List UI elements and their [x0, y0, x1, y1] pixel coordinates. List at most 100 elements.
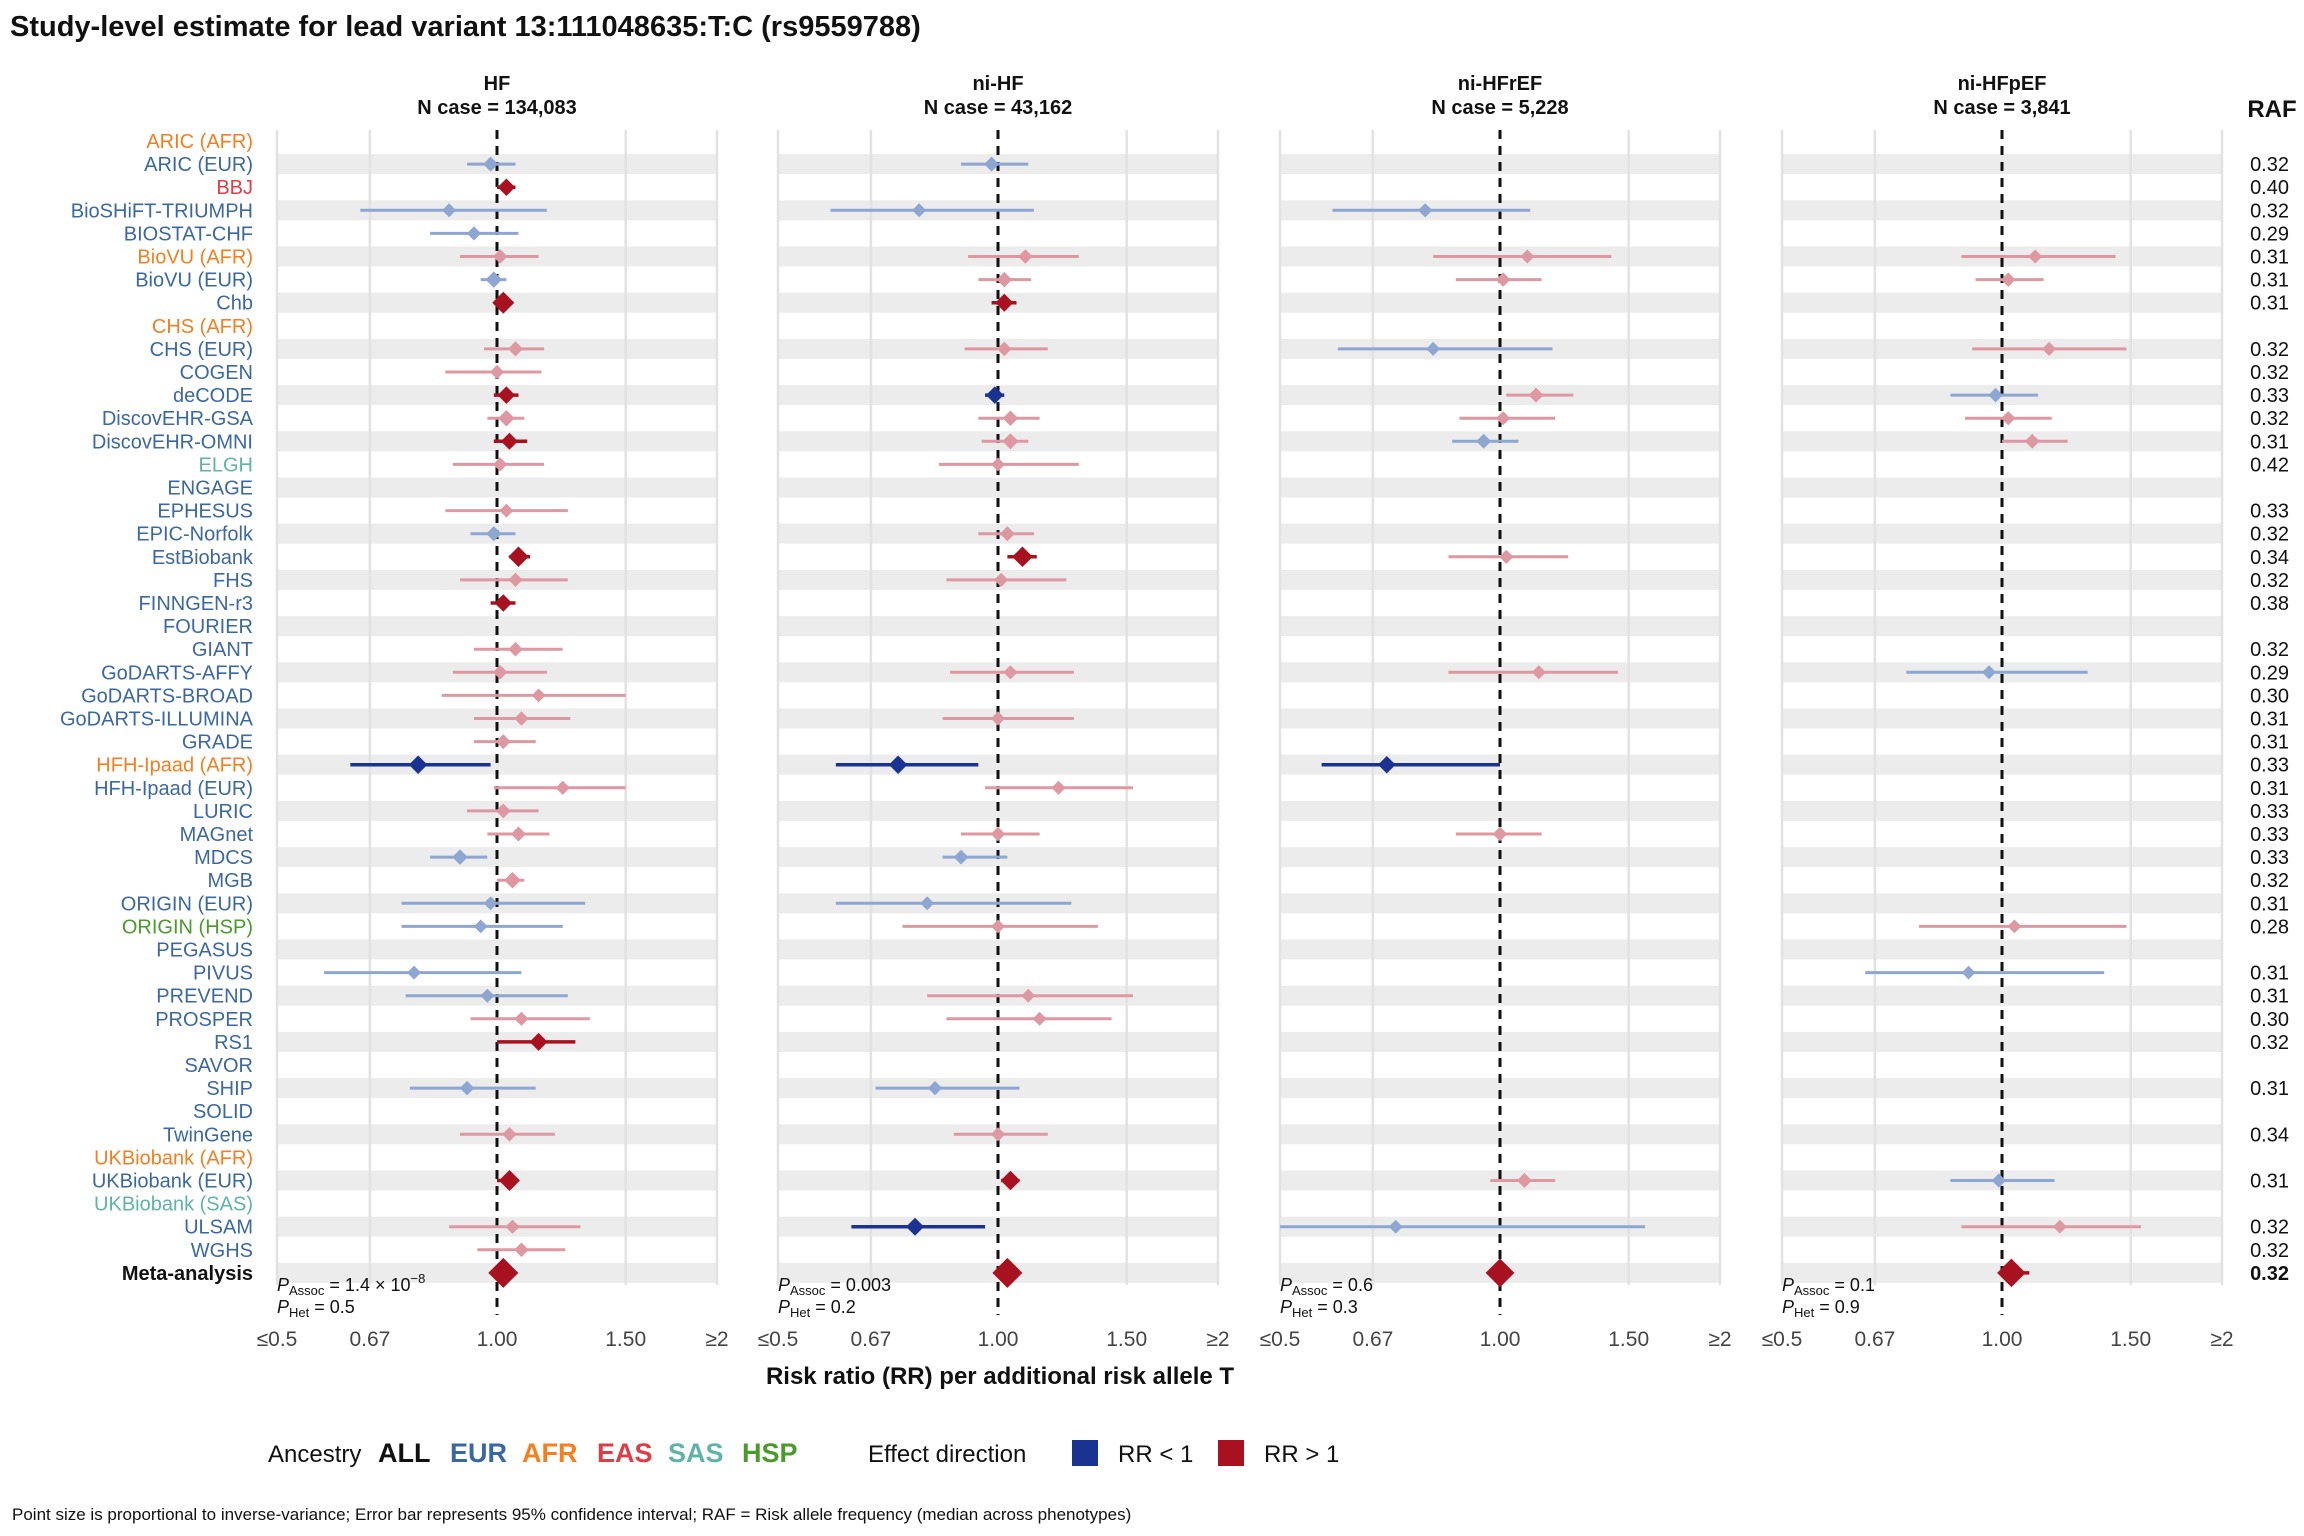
raf-value: 0.33: [2250, 755, 2289, 777]
study-label: UKBiobank (AFR): [94, 1147, 253, 1169]
study-label: TwinGene: [163, 1124, 253, 1146]
x-tick-label: 1.00: [477, 1328, 518, 1351]
study-label: ORIGIN (EUR): [121, 893, 253, 915]
point-estimate: [529, 1032, 548, 1051]
point-estimate: [492, 665, 508, 680]
row-stripe: [1280, 1078, 1720, 1099]
raf-value: 0.32: [2250, 1217, 2289, 1239]
point-estimate: [514, 1011, 529, 1026]
point-estimate: [514, 711, 529, 726]
study-label: WGHS: [191, 1240, 253, 1262]
row-stripe: [1280, 385, 1720, 406]
point-estimate: [483, 896, 498, 911]
point-estimate: [2024, 433, 2040, 449]
point-estimate: [502, 1127, 517, 1142]
point-estimate: [990, 711, 1006, 726]
point-estimate: [508, 641, 523, 657]
x-tick-label: ≥2: [1206, 1328, 1229, 1351]
point-estimate: [507, 341, 523, 357]
study-label: GRADE: [182, 732, 253, 754]
legend-swatch: [1072, 1440, 1098, 1466]
point-estimate: [984, 156, 1000, 172]
raf-value: 0.31: [2250, 778, 2289, 800]
raf-value: 0.31: [2250, 732, 2289, 754]
point-estimate: [489, 364, 505, 380]
x-tick-label: 1.50: [1106, 1328, 1147, 1351]
panel-title: ni-HFpEF: [1958, 73, 2047, 95]
row-stripe: [1782, 708, 2222, 729]
point-estimate: [1492, 826, 1508, 842]
study-label: MGB: [207, 870, 253, 892]
point-estimate: [1531, 665, 1546, 680]
legend: Ancestry ALL EUR AFR EAS SAS HSP Effect directi…: [268, 1438, 1339, 1468]
point-estimate: [2001, 411, 2016, 426]
study-label: COGEN: [180, 362, 253, 384]
point-estimate: [1997, 1258, 2026, 1288]
raf-value: 0.31: [2250, 1078, 2289, 1100]
row-stripe: [1782, 1124, 2222, 1145]
point-estimate: [508, 546, 529, 568]
study-label: ORIGIN (HSP): [122, 916, 253, 938]
point-estimate: [1961, 965, 1976, 980]
p-assoc: PAssoc = 0.003: [778, 1275, 891, 1298]
study-label: LURIC: [193, 801, 253, 823]
x-tick-label: ≥2: [1708, 1328, 1731, 1351]
point-estimate: [480, 988, 495, 1003]
raf-value: 0.34: [2250, 1124, 2289, 1146]
point-estimate: [459, 1080, 475, 1096]
p-assoc: PAssoc = 0.6: [1280, 1275, 1373, 1298]
raf-value: 0.28: [2250, 916, 2289, 938]
study-label: ENGAGE: [167, 478, 253, 500]
panel-title: HF: [484, 73, 511, 95]
point-estimate: [990, 826, 1006, 842]
point-estimate: [1485, 1258, 1515, 1288]
point-estimate: [473, 919, 488, 934]
point-estimate: [498, 1170, 520, 1191]
p-het: PHet = 0.3: [1280, 1297, 1358, 1320]
point-estimate: [888, 755, 908, 774]
point-estimate: [994, 572, 1009, 587]
point-estimate: [1528, 387, 1544, 403]
x-tick-label: ≤0.5: [257, 1328, 298, 1351]
point-estimate: [407, 965, 422, 980]
study-label: FINNGEN-r3: [139, 593, 253, 615]
row-stripe: [778, 754, 1218, 775]
row-stripe: [1782, 1031, 2222, 1052]
point-estimate: [912, 203, 927, 218]
legend-ancestry-hsp: HSP: [742, 1438, 798, 1468]
point-estimate: [2007, 919, 2022, 934]
study-label: FHS: [213, 570, 253, 592]
point-estimate: [1988, 387, 2003, 403]
point-estimate: [1000, 1170, 1021, 1191]
point-estimate: [466, 226, 482, 241]
study-label: UKBiobank (SAS): [94, 1194, 253, 1216]
point-estimate: [2001, 272, 2016, 287]
row-stripe: [1280, 292, 1720, 313]
study-label: deCODE: [173, 385, 253, 407]
point-estimate: [493, 457, 508, 472]
point-estimate: [991, 457, 1005, 472]
point-estimate: [1021, 988, 1036, 1003]
raf-value: 0.31: [2250, 709, 2289, 731]
p-het: PHet = 0.2: [778, 1297, 856, 1320]
raf-value: 0.32: [2250, 870, 2289, 892]
legend-ancestry-label: Ancestry: [268, 1441, 361, 1468]
study-label: PEGASUS: [156, 940, 253, 962]
panel-title: ni-HF: [972, 73, 1023, 95]
point-estimate: [508, 572, 523, 587]
point-estimate: [492, 291, 515, 314]
point-estimate: [495, 803, 511, 819]
study-label: EPHESUS: [157, 501, 253, 523]
raf-value: 0.31: [2250, 247, 2289, 269]
raf-value: 0.32: [2250, 339, 2289, 361]
point-estimate: [492, 249, 508, 264]
point-estimate: [999, 526, 1015, 542]
point-estimate: [510, 826, 526, 842]
panel-hf: HFN case = 134,083 PAssoc = 1.4 × 10−8PHe…: [277, 73, 626, 1320]
study-label: BioVU (AFR): [137, 247, 253, 269]
point-estimate: [906, 1217, 925, 1236]
point-estimate: [1002, 410, 1019, 426]
study-label: MAGnet: [180, 824, 254, 846]
point-estimate: [1520, 249, 1535, 264]
x-tick-label: 0.67: [1854, 1328, 1895, 1351]
